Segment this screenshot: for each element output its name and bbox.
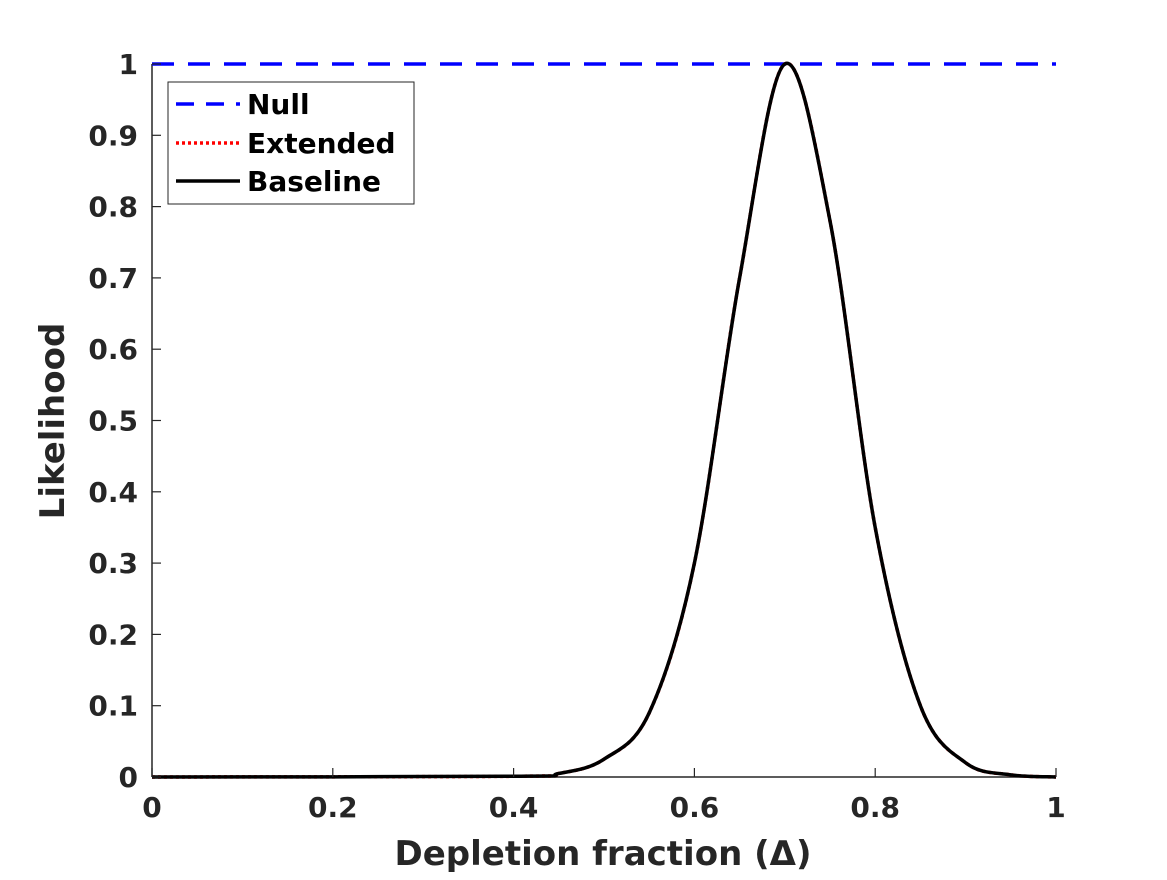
- x-tick-label: 0.2: [308, 791, 358, 824]
- legend-label-baseline: Baseline: [247, 165, 381, 198]
- series-line-baseline: [151, 61, 1057, 779]
- x-tick-label: 0.8: [850, 791, 900, 824]
- y-tick-label: 0.8: [88, 191, 138, 224]
- x-tick-label: 0: [142, 791, 161, 824]
- y-axis-title: Likelihood: [33, 323, 73, 520]
- x-tick-label: 0.4: [489, 791, 539, 824]
- y-tick-label: 0.4: [88, 476, 138, 509]
- x-tick-label: 0.6: [670, 791, 720, 824]
- y-tick-label: 1: [119, 48, 138, 81]
- legend-label-null: Null: [247, 88, 310, 121]
- y-tick-label: 0: [119, 761, 138, 794]
- y-tick-label: 0.1: [88, 690, 138, 723]
- y-tick-label: 0.6: [88, 333, 138, 366]
- series-layer: [151, 61, 1057, 779]
- legend-label-extended: Extended: [247, 127, 396, 160]
- x-tick-label: 1: [1046, 791, 1065, 824]
- y-tick-label: 0.9: [88, 119, 138, 152]
- y-tick-label: 0.3: [88, 547, 138, 580]
- legend: Null Extended Baseline: [167, 81, 415, 205]
- y-tick-label: 0.7: [88, 262, 138, 295]
- x-axis-title: Depletion fraction (Δ): [395, 834, 812, 874]
- y-tick-label: 0.2: [88, 618, 138, 651]
- ticks-layer: 0 0.2 0.4 0.6 0.8 1 0 0.1 0.2 0.3 0.4 0.5 0.6 0.7 0.8 0…: [88, 48, 1065, 824]
- y-tick-label: 0.5: [88, 405, 138, 438]
